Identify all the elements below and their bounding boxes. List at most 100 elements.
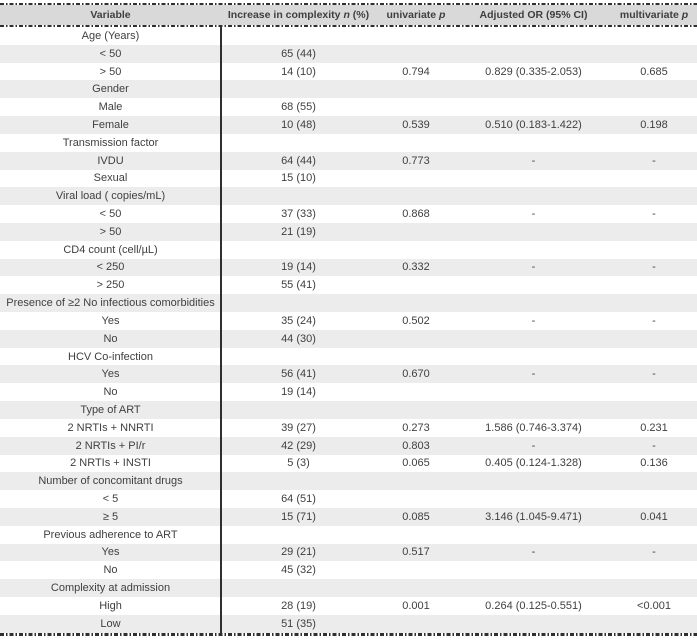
variable-label: No: [103, 332, 118, 345]
variable-label: CD4 count (cell/µL): [63, 243, 158, 256]
table-row: Female 10 (48) 0.539 0.510 (0.183-1.422)…: [0, 116, 697, 134]
increase-complexity-value: [221, 35, 376, 36]
multivariate-p-value: [611, 285, 697, 286]
table-row: < 50 65 (44): [0, 44, 697, 63]
adjusted-or-value: [456, 107, 611, 108]
multivariate-p-value: -: [652, 314, 656, 327]
multivariate-p-value: [611, 392, 697, 393]
header-univariate-pre: univariate: [386, 9, 440, 21]
table-row: Number of concomitant drugs: [0, 472, 697, 491]
increase-complexity-value: 15 (71): [281, 510, 316, 523]
increase-complexity-value: 29 (21): [281, 546, 316, 559]
increase-complexity-value: [221, 534, 376, 535]
multivariate-p-value: [611, 338, 697, 339]
adjusted-or-value: [456, 570, 611, 571]
multivariate-p-value: -: [652, 368, 656, 381]
header-increase-complexity: Increase in complexity n (%): [221, 9, 376, 21]
adjusted-or-value: -: [531, 368, 536, 381]
multivariate-p-value: [611, 178, 697, 179]
multivariate-p-value: -: [652, 546, 656, 559]
adjusted-or-value: -: [531, 261, 536, 274]
univariate-p-value: [376, 142, 456, 143]
variable-label: Presence of ≥2 No infectious comorbiditi…: [6, 297, 215, 310]
adjusted-or-value: -: [531, 154, 536, 167]
univariate-p-value: [376, 338, 456, 339]
variable-label: High: [99, 599, 122, 612]
adjusted-or-value: [456, 392, 611, 393]
increase-complexity-value: [221, 481, 376, 482]
multivariate-p-value: [611, 89, 697, 90]
increase-complexity-value: 19 (14): [281, 261, 316, 274]
header-bottom-rule: [0, 25, 697, 27]
increase-complexity-value: [221, 356, 376, 357]
univariate-p-value: [376, 249, 456, 250]
multivariate-p-value: [611, 481, 697, 482]
top-rule: [0, 3, 697, 5]
multivariate-p-value: [611, 196, 697, 197]
multivariate-p-value: [611, 53, 697, 54]
table-row: Previous adherence to ART: [0, 526, 697, 544]
adjusted-or-value: [456, 178, 611, 179]
multivariate-p-value: [611, 142, 697, 143]
adjusted-or-value: [456, 623, 611, 624]
table-row: Low 51 (35): [0, 614, 697, 633]
table-row: CD4 count (cell/µL): [0, 241, 697, 259]
table-row: Sexual 15 (10): [0, 170, 697, 188]
table-row: > 50 14 (10) 0.794 0.829 (0.335-2.053) 0…: [0, 63, 697, 81]
table-row: Gender: [0, 80, 697, 99]
multivariate-p-value: -: [652, 154, 656, 167]
adjusted-or-value: -: [531, 439, 536, 452]
multivariate-p-value: [611, 570, 697, 571]
increase-complexity-value: 35 (24): [281, 314, 316, 327]
table-row: No 45 (32): [0, 561, 697, 579]
adjusted-or-value: [456, 196, 611, 197]
increase-complexity-value: [221, 303, 376, 304]
multivariate-p-value: [611, 623, 697, 624]
table-row: < 50 37 (33) 0.868 - -: [0, 205, 697, 223]
increase-complexity-value: 64 (51): [281, 493, 316, 506]
multivariate-p-value: [611, 35, 697, 36]
univariate-p-value: [376, 107, 456, 108]
table-rows: Age (Years) < 50 65 (44) > 50 14 (10) 0.…: [0, 27, 697, 633]
variable-label: Sexual: [93, 172, 128, 185]
table-row: Complexity at admission: [0, 579, 697, 597]
univariate-p-value: [376, 89, 456, 90]
univariate-p-value: [376, 481, 456, 482]
increase-complexity-value: [221, 142, 376, 143]
table-row: No 44 (30): [0, 329, 697, 348]
increase-complexity-value: 19 (14): [281, 386, 316, 399]
header-univariate-p: univariate p: [376, 9, 456, 21]
table-row: > 50 21 (19): [0, 222, 697, 241]
increase-complexity-value: 14 (10): [281, 65, 316, 78]
multivariate-p-value: 0.231: [640, 421, 668, 434]
adjusted-or-value: [456, 303, 611, 304]
variable-label: 2 NRTIs + INSTI: [70, 457, 151, 470]
adjusted-or-value: -: [531, 208, 536, 221]
multivariate-p-value: 0.136: [640, 457, 668, 470]
variable-label: < 5: [102, 493, 119, 506]
multivariate-p-value: [611, 231, 697, 232]
increase-complexity-value: 56 (41): [281, 368, 316, 381]
increase-complexity-value: 37 (33): [281, 208, 316, 221]
adjusted-or-value: 3.146 (1.045-9.471): [485, 510, 582, 523]
header-univariate-em: p: [439, 9, 446, 21]
header-variable: Variable: [0, 9, 221, 21]
univariate-p-value: 0.539: [402, 118, 430, 131]
univariate-p-value: 0.085: [402, 510, 430, 523]
adjusted-or-value: -: [531, 546, 536, 559]
increase-complexity-value: 64 (44): [281, 154, 316, 167]
increase-complexity-value: 44 (30): [281, 332, 316, 345]
increase-complexity-value: 45 (32): [281, 564, 316, 577]
increase-complexity-value: 39 (27): [281, 421, 316, 434]
univariate-p-value: 0.273: [402, 421, 430, 434]
multivariate-p-value: 0.041: [640, 510, 668, 523]
adjusted-or-value: 0.264 (0.125-0.551): [485, 599, 582, 612]
table-row: Yes 56 (41) 0.670 - -: [0, 365, 697, 384]
variable-label: < 50: [99, 208, 122, 221]
univariate-p-value: [376, 303, 456, 304]
variable-label: Type of ART: [80, 403, 141, 416]
variable-label: > 250: [96, 279, 125, 292]
multivariate-p-value: -: [652, 439, 656, 452]
bottom-rule: [0, 632, 697, 636]
header-multivariate-p: multivariate p: [611, 9, 697, 21]
